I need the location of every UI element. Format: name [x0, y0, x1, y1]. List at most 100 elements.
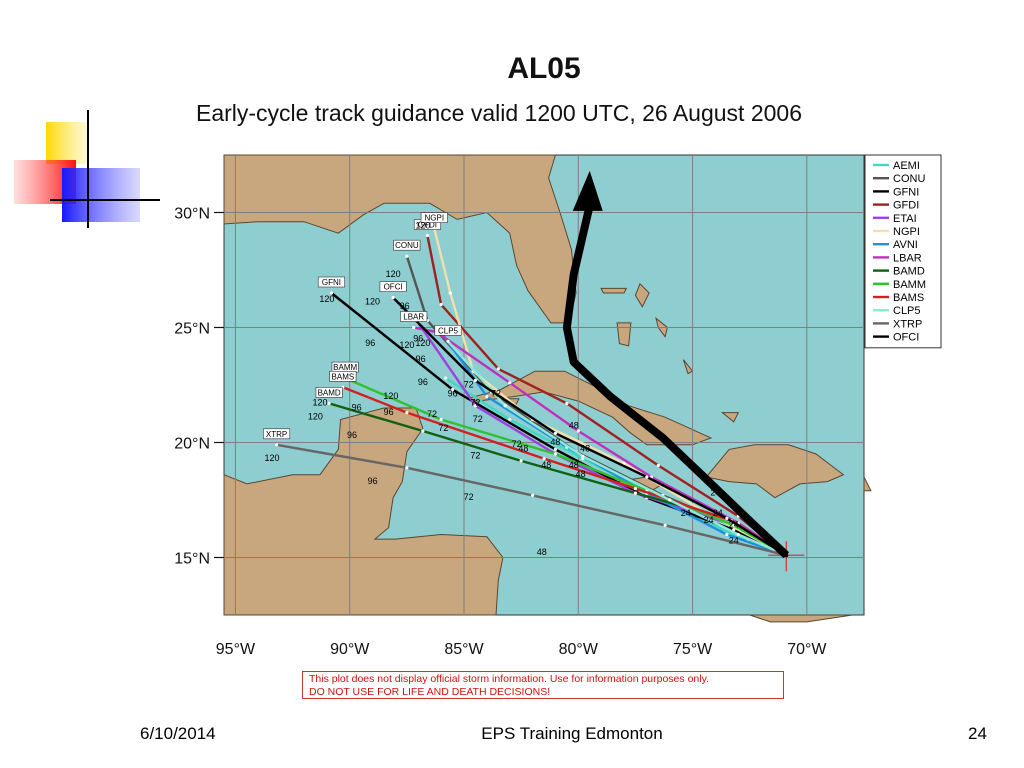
track-point: [329, 291, 334, 295]
forecast-hour-label: 24: [681, 508, 691, 518]
track-point: [553, 431, 558, 435]
forecast-hour-label: 120: [264, 453, 279, 463]
forecast-hour-label: 120: [399, 340, 414, 350]
x-tick-label: 70°W: [787, 641, 827, 658]
land-great-abaco: [634, 282, 650, 308]
blue-square: [62, 168, 140, 222]
track-point: [444, 376, 448, 380]
forecast-hour-label: 72: [427, 409, 437, 419]
track-point: [446, 339, 450, 343]
track-point: [405, 411, 409, 415]
legend-label: XTRP: [893, 318, 922, 330]
legend-label: GFNI: [893, 186, 919, 198]
forecast-hour-label: 48: [541, 460, 551, 470]
legend-label: AVNI: [893, 239, 918, 251]
x-tick-label: 95°W: [216, 641, 256, 658]
track-end-label-box: [329, 371, 357, 382]
track-point: [412, 325, 416, 330]
forecast-hour-label: 72: [438, 423, 448, 433]
forecast-hour-label: 72: [464, 492, 474, 502]
forecast-hour-label: 48: [580, 444, 590, 454]
forecast-hour-label: 120: [308, 412, 323, 422]
land-us-gulf-coast: [223, 154, 577, 324]
track-point: [327, 401, 331, 405]
forecast-hour-label: 24: [713, 508, 723, 518]
track-point: [405, 466, 409, 470]
forecast-hour-label: 120: [365, 297, 380, 307]
forecast-hour-label: 24: [729, 536, 739, 546]
track-end-label: OFCI: [384, 283, 403, 292]
y-tick-label: 30°N: [174, 206, 210, 223]
track-point: [503, 404, 507, 408]
track-point: [553, 447, 558, 451]
legend-box: [864, 154, 942, 349]
track-point: [633, 491, 638, 495]
forecast-hour-label: 72: [512, 439, 522, 449]
track-point: [656, 463, 660, 468]
track-point: [725, 532, 729, 537]
forecast-hour-label: 48: [569, 460, 579, 470]
track-point: [565, 401, 569, 405]
forecast-hour-label: 48: [569, 421, 579, 431]
track-end-label-box: [420, 212, 448, 223]
track-point: [391, 296, 395, 300]
arrow-shaft: [562, 204, 790, 559]
track-point: [439, 302, 443, 307]
disclaimer-line-1: This plot does not display official stor…: [309, 673, 709, 685]
axis-layer: 95°W 90°W 85°W 80°W 75°W 70°W 15°N 20°N 25°N 30°N: [174, 206, 827, 659]
track-ofci: [392, 296, 787, 557]
legend-label: BAMM: [893, 279, 926, 291]
track-end-label-box: [317, 276, 345, 288]
footer-date: 6/10/2014: [140, 724, 216, 743]
legend-label: CLP5: [893, 305, 921, 317]
forecast-hour-label: 120: [415, 338, 430, 348]
forecast-hour-label: 120: [383, 391, 398, 401]
forecast-hour-label: 24: [729, 520, 739, 530]
forecast-hour-label: 48: [550, 437, 560, 447]
track-end-label: BAMS: [332, 372, 355, 381]
forecast-hour-label: 120: [319, 294, 334, 304]
forecast-hour-label: 72: [491, 389, 501, 399]
yellow-square: [46, 122, 88, 164]
forecast-hour-label: 96: [347, 430, 357, 440]
track-end-label-box: [315, 387, 343, 398]
track-point: [633, 486, 638, 491]
disclaimer-box: This plot does not display official stor…: [302, 671, 784, 699]
track-end-label: NGPI: [425, 214, 445, 223]
land-andros: [616, 322, 632, 347]
track-point: [473, 404, 478, 408]
forecast-hour-label: 96: [384, 407, 394, 417]
track-point: [450, 388, 455, 392]
slide-title: AL05: [507, 52, 581, 85]
track-point: [663, 523, 667, 527]
track-end-label-box: [393, 239, 421, 251]
land-puerto-rico: [863, 476, 872, 492]
track-end-label: GFDI: [418, 221, 437, 230]
slide-subtitle: Early-cycle track guidance valid 1200 UT…: [196, 100, 802, 126]
land-south-america: [749, 614, 853, 623]
forecast-hour-label: 48: [518, 444, 528, 454]
track-end-label: CONU: [395, 241, 419, 250]
legend-label: ETAI: [893, 213, 917, 225]
decorative-squares: [14, 110, 160, 228]
y-tick-label: 20°N: [174, 436, 210, 453]
forecast-hour-label: 48: [537, 547, 547, 557]
forecast-hour-label: 120: [312, 398, 327, 408]
forecast-hour-label: 96: [352, 402, 362, 412]
disclaimer-line-2: DO NOT USE FOR LIFE AND DEATH DECISIONS!: [309, 685, 551, 698]
track-point: [736, 532, 740, 537]
track-bamm: [344, 376, 787, 557]
forecast-hour-label: 72: [470, 451, 480, 461]
track-point: [725, 516, 729, 520]
track-end-label: GFNI: [322, 278, 341, 287]
track-point: [508, 381, 512, 385]
track-point: [581, 454, 585, 458]
legend-label: OFCI: [893, 332, 919, 344]
forecast-hour-label: 24: [704, 515, 714, 525]
forecast-hour-label: 120: [415, 221, 430, 231]
track-point: [421, 429, 425, 433]
track-point: [425, 233, 430, 238]
track-point: [645, 475, 649, 479]
track-end-label: BAMD: [318, 388, 341, 397]
